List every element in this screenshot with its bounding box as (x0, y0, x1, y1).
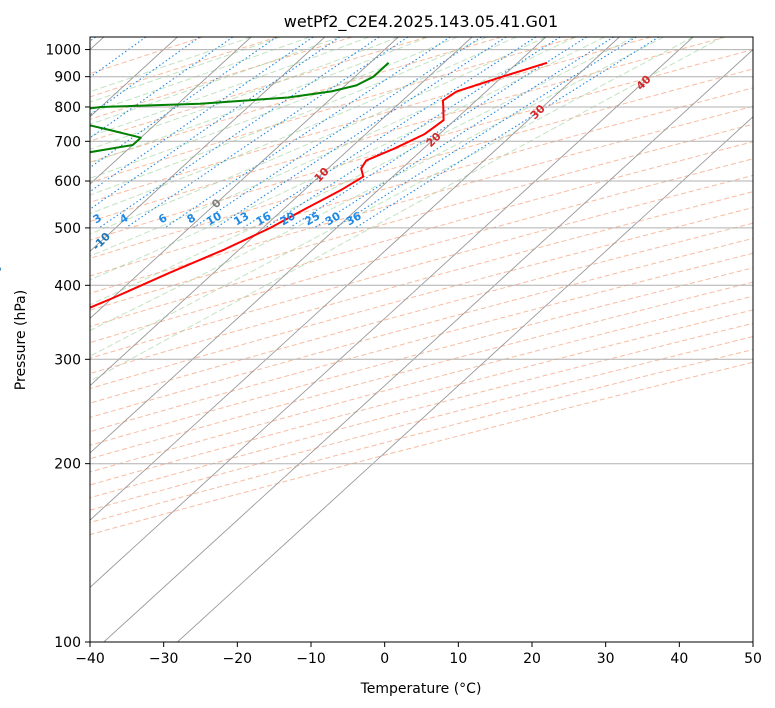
mixing-ratio-line (90, 37, 314, 193)
dry-adiabat-line (90, 37, 577, 184)
moist-adiabats (90, 37, 723, 382)
mixing-ratio-line (90, 37, 96, 42)
y-tick-label: 1000 (45, 43, 81, 59)
y-tick-label: 600 (54, 174, 81, 190)
x-tick-label: 30 (597, 651, 615, 667)
x-tick-label: 50 (744, 651, 762, 667)
y-tick-label: 200 (54, 457, 81, 473)
dry-adiabat-line (90, 207, 753, 390)
plot-area (90, 37, 753, 642)
x-tick-label: 0 (380, 651, 389, 667)
y-tick-label: 500 (54, 221, 81, 237)
y-axis-title: Pressure (hPa) (13, 290, 29, 390)
mixing-ratio-lines (90, 37, 660, 229)
isotherm-line (103, 48, 753, 642)
mixing-ratio-line (264, 37, 561, 229)
dry-adiabat-line (90, 336, 753, 511)
dry-adiabat-line (90, 123, 753, 311)
mixing-ratio-line (90, 37, 200, 116)
y-tick-label: 300 (54, 352, 81, 368)
temperature-line (90, 61, 548, 309)
moist-adiabat-line (90, 37, 605, 281)
chart-title: wetPf2_C2E4.2025.143.05.41.G01 (284, 12, 558, 32)
x-axis-title: Temperature (°C) (360, 681, 482, 697)
dry-adiabat-line (90, 158, 753, 344)
dry-adiabat-line (90, 37, 651, 203)
moist-adiabat-line (90, 37, 311, 114)
dry-adiabat-line (90, 191, 753, 375)
mixing-ratio-line (215, 37, 507, 229)
moist-adiabat-line (90, 37, 399, 150)
mixing-ratio-line (334, 37, 637, 229)
moist-adiabat-line (90, 37, 487, 196)
mixing-ratio-line (125, 37, 409, 229)
plot-frame (89, 36, 754, 643)
x-tick-label: 40 (670, 651, 688, 667)
moist-adiabat-line (90, 37, 281, 103)
x-tick-label: −40 (75, 651, 105, 667)
dry-adiabat-line (90, 174, 753, 359)
dry-adiabat-line (90, 87, 753, 277)
mixing-ratio-line (90, 37, 341, 210)
isobar-gridlines (90, 49, 753, 642)
moist-adiabat-line (90, 37, 370, 137)
x-tick-label: 10 (449, 651, 467, 667)
dry-adiabat-line (90, 267, 753, 446)
mixing-ratio-line (90, 37, 277, 169)
y-tick-label: 400 (54, 278, 81, 294)
isotherm-lines (90, 37, 753, 642)
moist-adiabat-line (90, 37, 664, 332)
moist-adiabat-line (90, 37, 635, 306)
dry-adiabats (90, 37, 753, 536)
mixing-ratio-line (90, 37, 234, 139)
moist-adiabat-line (90, 37, 723, 382)
x-tick-label: −20 (223, 651, 253, 667)
moist-adiabat-line (90, 37, 252, 93)
isotherm-line (90, 37, 399, 320)
mixing-ratio-line (355, 37, 660, 229)
sounding-profiles (90, 61, 548, 309)
dry-adiabat-line (90, 309, 753, 486)
isotherm-line (177, 116, 753, 642)
y-tick-label: 800 (54, 100, 81, 116)
y-tick-label: 100 (54, 635, 81, 651)
isotherm-line (90, 37, 473, 387)
x-axis: −40 −30 −20 −10 0 10 20 30 40 50 (75, 642, 762, 667)
dry-adiabat-line (90, 68, 753, 259)
dry-adiabat-line (90, 105, 753, 294)
x-tick-label: −30 (149, 651, 179, 667)
moist-adiabat-line (90, 37, 694, 357)
mixing-ratio-line (289, 37, 587, 229)
isotherm-line (90, 37, 620, 521)
dry-adiabat-line (90, 49, 753, 241)
moist-adiabat-line (90, 37, 547, 235)
dry-adiabat-line (90, 281, 753, 460)
dry-adiabat-line (90, 37, 726, 223)
mixing-ratio-line (90, 37, 147, 79)
dry-adiabat-line (90, 237, 753, 418)
moist-adiabat-line (90, 37, 517, 215)
isotherm-line (90, 37, 547, 454)
mixing-ratio-line (313, 37, 614, 229)
y-tick-label: 900 (54, 70, 81, 86)
isotherm-line (90, 37, 694, 588)
y-axis: 100 200 300 400 500 600 700 800 900 1000 (45, 43, 90, 651)
isotherm-label: -20 (0, 261, 5, 284)
x-tick-label: 20 (523, 651, 541, 667)
isotherm-line (90, 37, 326, 252)
y-tick-label: 700 (54, 134, 81, 150)
moist-adiabat-line (90, 37, 458, 179)
mixing-ratio-line (164, 37, 451, 229)
x-tick-label: −10 (296, 651, 326, 667)
